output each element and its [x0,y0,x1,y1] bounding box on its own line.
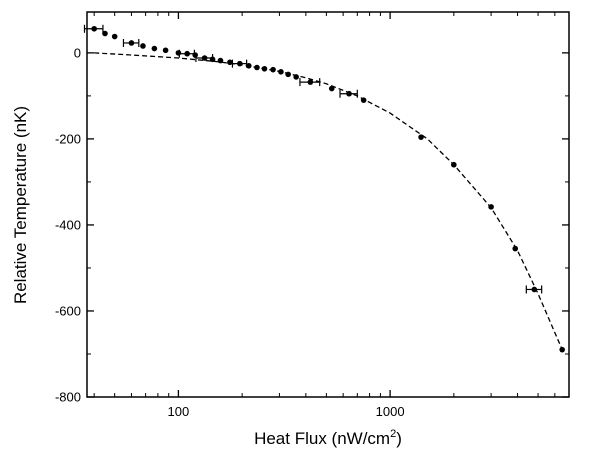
data-point [201,55,208,61]
data-point [346,90,352,97]
x-axis-title-end: ) [396,429,402,448]
data-point [512,245,519,252]
data-point [261,65,268,72]
data-point [278,68,284,75]
data-point [162,47,169,54]
data-point [209,56,216,63]
data-point [91,25,97,32]
x-axis-title: Heat Flux (nW/cm2) [254,428,402,448]
data-point [451,161,457,168]
data-point [418,134,424,140]
data-point [293,74,299,80]
data-point [151,45,158,52]
data-point [307,79,314,85]
y-tick-label: 0 [74,45,81,60]
y-tick-label: -600 [55,303,81,318]
data-point [245,62,252,69]
plot-area [83,24,565,353]
data-point [227,59,233,66]
data-point [237,60,243,67]
data-point [270,66,276,73]
y-axis-title: Relative Temperature (nK) [11,106,30,304]
data-point [328,85,335,92]
x-tick-label: 1000 [376,404,405,419]
data-point [488,204,494,210]
plot-frame [86,11,570,398]
data-point [184,50,190,57]
x-axis-title-superscript: 2 [390,428,396,440]
data-point [285,71,291,78]
x-tick-label: 100 [168,404,190,419]
data-point [217,57,224,64]
data-point [254,64,260,71]
data-point [175,50,182,56]
y-tick-label: -400 [55,217,81,232]
data-point [140,43,146,49]
data-point [360,97,367,103]
y-tick-label: -800 [55,390,81,405]
data-point [531,286,538,293]
x-axis-title-main: Heat Flux (nW/cm [254,429,390,448]
y-tick-label: -200 [55,131,81,146]
ticks: 0 -200 -400 -600 -800 100 1000 [55,12,569,419]
data-point [102,30,108,37]
data-point [192,52,198,58]
data-point [128,40,135,46]
data-point [111,33,118,40]
data-point [559,346,565,353]
fit-curve [94,52,563,350]
